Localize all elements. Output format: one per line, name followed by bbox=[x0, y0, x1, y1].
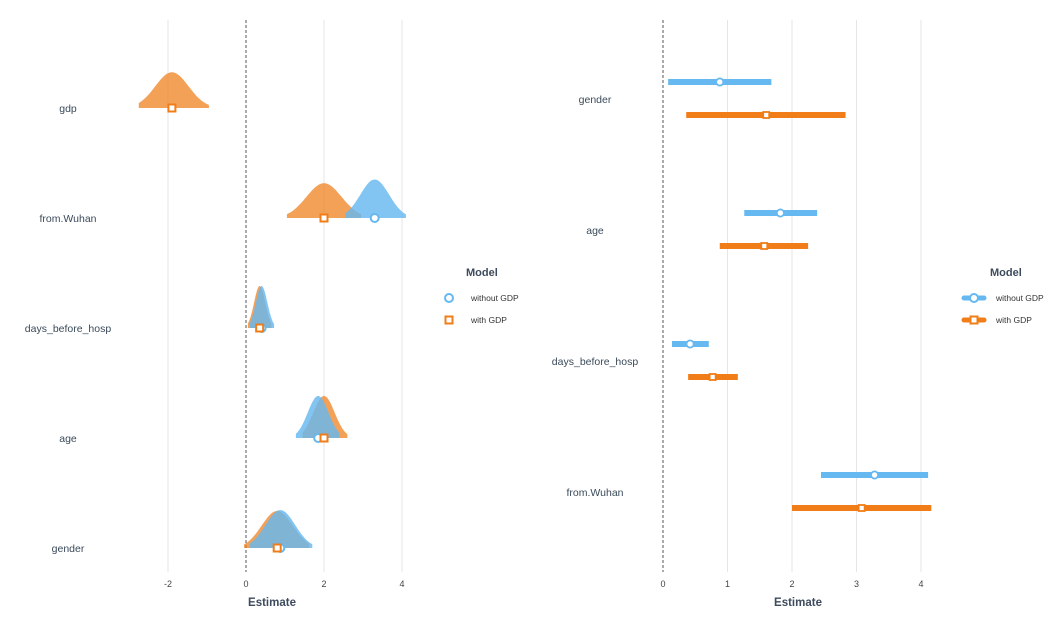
left-legend-label-with-gdp: with GDP bbox=[470, 315, 507, 325]
left-x-tick-label: 2 bbox=[321, 579, 326, 589]
left-point-with-gdp-age bbox=[321, 435, 328, 442]
right-category-label-days-before-hosp: days_before_hosp bbox=[552, 356, 639, 368]
right-category-label-gender: gender bbox=[579, 94, 612, 106]
left-x-tick-label: 0 bbox=[243, 579, 248, 589]
right-x-tick-label: 1 bbox=[725, 579, 730, 589]
right-point-without-gdp-days-before-hosp bbox=[686, 340, 693, 347]
left-point-with-gdp-gender bbox=[274, 545, 281, 552]
left-legend-item-without-gdp: without GDP bbox=[445, 293, 519, 303]
right-x-tick-label: 2 bbox=[789, 579, 794, 589]
right-legend-item-without-gdp: without GDP bbox=[964, 293, 1044, 303]
left-point-with-gdp-days-before-hosp bbox=[256, 325, 263, 332]
left-category-label-gender: gender bbox=[52, 543, 85, 555]
left-x-tick-label: 4 bbox=[399, 579, 404, 589]
left-point-without-gdp-from-wuhan bbox=[371, 214, 379, 222]
right-point-with-gdp-gender bbox=[763, 112, 769, 118]
left-legend-label-without-gdp: without GDP bbox=[470, 293, 519, 303]
right-point-without-gdp-gender bbox=[716, 78, 723, 85]
right-legend-square-marker bbox=[971, 317, 978, 324]
left-x-axis-title: Estimate bbox=[248, 597, 296, 609]
right-x-tick-label: 3 bbox=[854, 579, 859, 589]
right-legend-label-with-gdp: with GDP bbox=[995, 315, 1032, 325]
left-legend-circle-marker bbox=[445, 294, 453, 302]
left-legend: Model without GDP with GDP bbox=[445, 267, 519, 325]
left-legend-square-marker bbox=[446, 317, 453, 324]
right-category-label-from-wuhan: from.Wuhan bbox=[567, 487, 624, 499]
right-point-without-gdp-from-wuhan bbox=[871, 471, 878, 478]
left-legend-item-with-gdp: with GDP bbox=[446, 315, 508, 325]
right-category-labels: gender age days_before_hosp from.Wuhan bbox=[552, 94, 639, 499]
right-x-tick-label: 4 bbox=[918, 579, 923, 589]
right-panel-dot-whisker: gender age days_before_hosp from.Wuhan 0 1 2 3… bbox=[552, 20, 1044, 609]
left-category-label-gdp: gdp bbox=[59, 103, 77, 115]
left-category-label-from-wuhan: from.Wuhan bbox=[40, 213, 97, 225]
left-point-with-gdp-gdp bbox=[168, 105, 175, 112]
left-point-with-gdp-from-wuhan bbox=[321, 215, 328, 222]
left-x-tick-label: -2 bbox=[164, 579, 172, 589]
right-legend: Model without GDP with GDP bbox=[964, 267, 1044, 325]
right-x-axis-title: Estimate bbox=[774, 597, 822, 609]
right-legend-item-with-gdp: with GDP bbox=[964, 315, 1032, 325]
left-density-with-gdp-gdp bbox=[139, 72, 209, 108]
right-plot-marks bbox=[668, 78, 931, 511]
right-category-label-age: age bbox=[586, 225, 604, 237]
left-legend-title: Model bbox=[466, 267, 498, 279]
right-legend-title: Model bbox=[990, 267, 1022, 279]
right-legend-label-without-gdp: without GDP bbox=[995, 293, 1044, 303]
right-x-tick-labels: 0 1 2 3 4 bbox=[660, 579, 923, 589]
right-point-without-gdp-age bbox=[777, 209, 784, 216]
right-legend-circle-marker bbox=[970, 294, 978, 302]
left-plot-marks bbox=[139, 72, 406, 552]
right-x-tick-label: 0 bbox=[660, 579, 665, 589]
left-category-label-age: age bbox=[59, 433, 77, 445]
right-point-with-gdp-days-before-hosp bbox=[710, 374, 716, 380]
left-density-without-gdp-from-wuhan bbox=[345, 180, 406, 219]
right-point-with-gdp-from-wuhan bbox=[859, 505, 865, 511]
left-x-tick-labels: -2 0 2 4 bbox=[164, 579, 405, 589]
left-category-label-days-before-hosp: days_before_hosp bbox=[25, 323, 112, 335]
right-point-with-gdp-age bbox=[761, 243, 767, 249]
right-gridlines bbox=[728, 20, 922, 572]
